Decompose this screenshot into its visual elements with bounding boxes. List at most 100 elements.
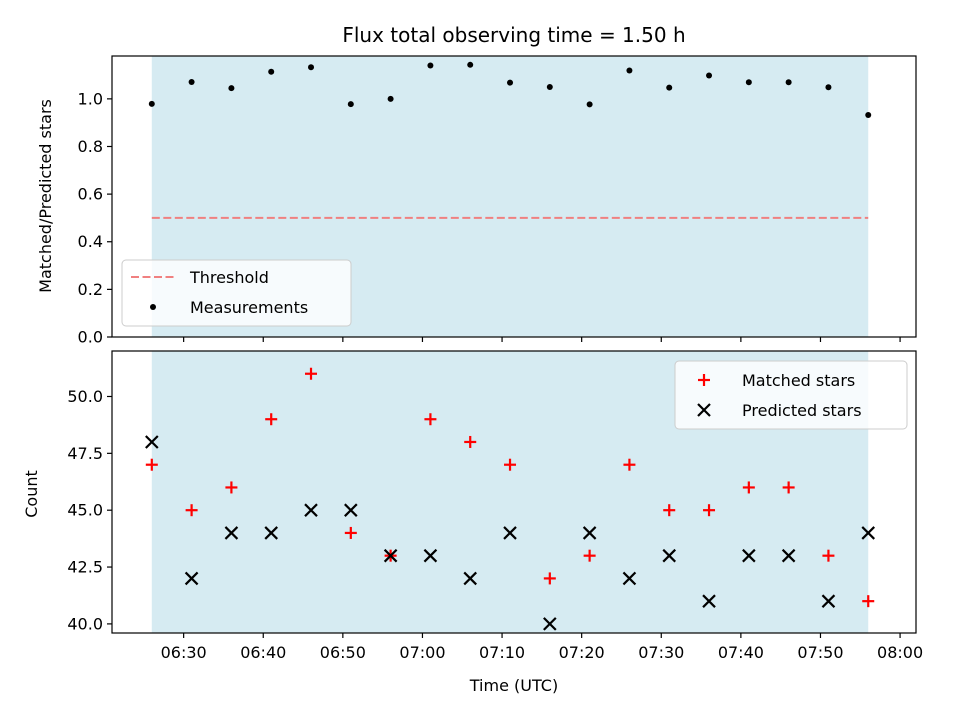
matched-star-point [145,458,158,471]
count-x-tick-label: 06:40 [240,643,286,662]
measurement-point [347,101,354,108]
predicted-star-point [264,526,278,540]
predicted-star-point [383,548,398,563]
count-legend: Matched stars Predicted stars [674,360,908,430]
matched-star-point [225,481,238,494]
matched-star-point [703,504,716,517]
measurement-point [586,101,593,108]
ratio-y-axis-label: Matched/Predicted stars [36,99,55,293]
ratio-y-tick-label: 0.0 [78,328,103,347]
measurement-point [785,79,792,86]
count-x-tick-label: 07:40 [718,643,764,662]
count-x-tick-label: 07:30 [638,643,684,662]
cross-stroke-b [742,548,756,563]
matched-star-point [185,504,198,517]
measurement-point [427,62,434,69]
matched-star-point [424,413,437,426]
measurement-point [666,84,673,91]
measurement-point [745,79,752,86]
matched-star-point [305,367,318,380]
cross-stroke-b [503,526,517,540]
predicted-star-point [821,594,836,608]
count-y-axis-label: Count [22,470,41,518]
matched-star-point [504,458,517,471]
count-x-tick-label: 07:50 [797,643,843,662]
cross-stroke-b [264,526,278,540]
cross-stroke-b [662,548,677,563]
ratio-legend: Threshold Measurements [121,259,352,327]
x-axis-label: Time (UTC) [469,676,558,695]
predicted-star-point [344,503,358,517]
legend-threshold-label: Threshold [189,268,269,287]
count-panel: 40.0 42.5 45.0 47.5 50.0 06:30 06:40 06:50 07:00… [22,350,923,695]
matched-star-point [742,481,755,494]
count-y-tick-label: 50.0 [67,387,103,406]
matched-star-point [782,481,795,494]
cross-stroke-b [344,503,358,517]
matched-star-point [543,572,556,585]
cross-stroke-b [702,594,716,608]
matched-star-point [663,504,676,517]
measurement-point [626,67,633,74]
cross-stroke-b [463,571,477,586]
measurement-point [148,100,155,107]
cross-stroke-b [781,548,796,563]
cross-stroke-b [224,526,239,540]
ratio-y-tick-label: 1.0 [78,89,103,108]
predicted-star-point [463,571,477,586]
legend-measurements-label: Measurements [190,298,308,317]
count-x-tick-label: 07:10 [479,643,525,662]
predicted-star-point [662,548,677,563]
chart-title: Flux total observing time = 1.50 h [342,23,685,47]
count-legend-box [674,360,908,430]
ratio-y-tick-label: 0.2 [78,280,103,299]
predicted-star-point [503,526,517,540]
cross-stroke-b [622,571,637,586]
count-x-tick-label: 07:00 [399,643,445,662]
predicted-star-point [622,571,637,586]
predicted-star-point [582,526,597,540]
measurement-point [387,95,394,102]
matched-star-point [583,549,596,562]
matched-star-point [862,595,875,608]
predicted-star-point [781,548,796,563]
measurement-point [507,79,514,86]
ratio-panel: Flux total observing time = 1.50 h 0.0 0.… [36,23,917,347]
ratio-y-tick-label: 0.6 [78,185,103,204]
measurement-point [188,78,195,85]
predicted-star-point [145,435,159,449]
count-x-tick-label: 08:00 [877,643,923,662]
measurement-point [228,85,235,92]
cross-stroke-b [697,403,711,417]
ratio-y-tick-label: 0.8 [78,137,103,156]
measurement-point [546,83,553,90]
predicted-star-point [304,503,318,517]
measurement-point [268,68,275,75]
predicted-star-point [702,594,716,608]
measurement-point [467,61,474,68]
legend-measurements-swatch [150,304,156,310]
legend-matched-swatch [698,374,710,386]
matched-star-point [344,526,357,539]
matched-star-point [822,549,835,562]
legend-predicted-swatch [697,403,711,417]
measurement-point [706,72,713,79]
count-x-tick-label: 06:30 [161,643,207,662]
predicted-star-point [742,548,756,563]
cross-stroke-b [543,617,557,631]
cross-stroke-b [861,526,876,540]
cross-stroke-b [304,503,318,517]
count-x-tick-label: 06:50 [320,643,366,662]
predicted-star-point [543,617,557,631]
ratio-legend-box [121,259,352,327]
matched-star-point [464,435,477,448]
cross-stroke-b [184,571,199,586]
measurement-point [308,64,315,71]
cross-stroke-b [821,594,836,608]
count-y-tick-label: 42.5 [67,558,103,577]
measurement-point [825,84,832,91]
cross-stroke-b [383,548,398,563]
count-y-tick-label: 40.0 [67,614,103,633]
predicted-star-point [184,571,199,586]
